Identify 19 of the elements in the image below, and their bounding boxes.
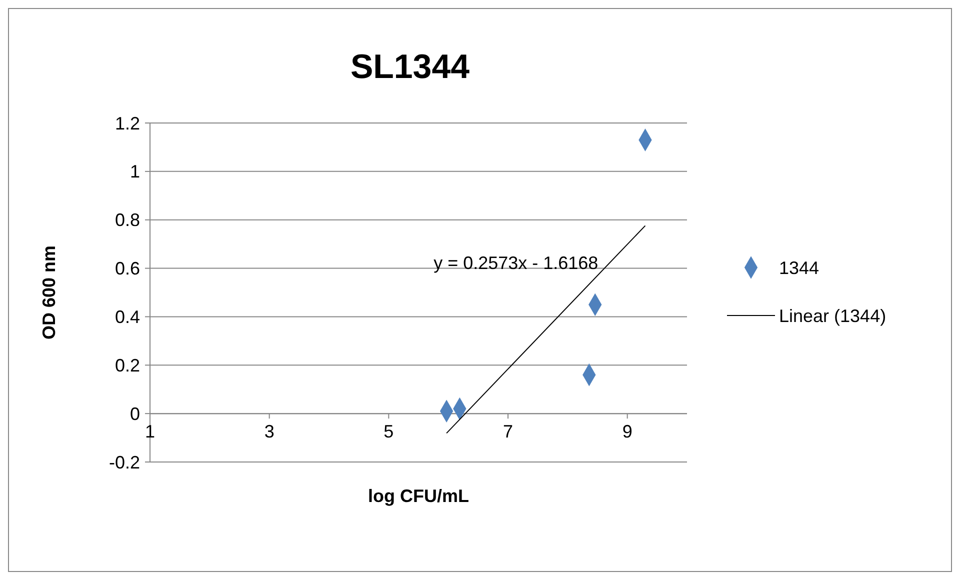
legend-label: Linear (1344) [779,306,886,326]
x-tick-label: 1 [144,422,156,442]
y-tick-label: 0.6 [114,258,140,279]
y-tick-label: 0.2 [114,355,140,376]
y-tick-label: 1.2 [114,113,140,134]
y-tick-label: 0.8 [114,210,140,230]
y-tick-label: 0 [130,404,140,424]
x-axis-title: log CFU/mL [368,486,469,506]
y-tick-label: 0.4 [114,307,140,328]
legend-label: 1344 [779,258,820,278]
annotation: y = 0.2573x - 1.6168 [434,252,598,273]
x-tick-label: 3 [264,422,274,442]
chart-title: SL1344 [350,48,470,86]
y-tick-label: -0.2 [108,452,140,472]
x-tick-label: 7 [502,422,514,442]
x-tick-label: 9 [622,422,632,442]
y-tick-label: 1 [130,162,140,182]
y-axis-title: OD 600 nm [39,245,59,340]
x-tick-label: 5 [384,422,394,442]
